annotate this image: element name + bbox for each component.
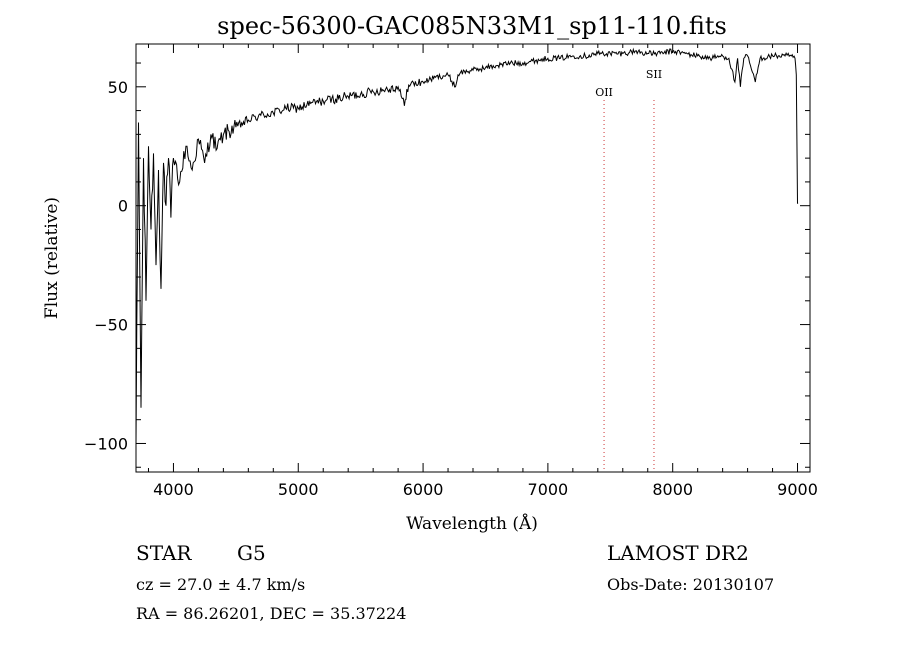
x-tick-label: 5000 xyxy=(278,480,319,499)
survey-name: LAMOST DR2 xyxy=(607,541,749,565)
x-tick-label: 9000 xyxy=(777,480,818,499)
x-tick-label: 4000 xyxy=(153,480,194,499)
x-tick-label: 8000 xyxy=(652,480,693,499)
y-tick-labels: −100 −50 0 50 xyxy=(84,78,128,454)
chart-title: spec-56300-GAC085N33M1_sp11-110.fits xyxy=(217,12,727,40)
y-axis-label: Flux (relative) xyxy=(42,197,62,319)
y-tick-label: 0 xyxy=(118,197,128,216)
x-tick-labels: 4000 5000 6000 7000 8000 9000 xyxy=(153,480,818,499)
coordinates: RA = 86.26201, DEC = 35.37224 xyxy=(136,604,407,623)
x-axis-label: Wavelength (Å) xyxy=(406,513,538,534)
axis-ticks xyxy=(136,44,810,472)
x-tick-label: 6000 xyxy=(403,480,444,499)
observation-date: Obs-Date: 20130107 xyxy=(607,575,775,594)
y-tick-label: −100 xyxy=(84,434,128,453)
spectrum-line xyxy=(135,47,799,444)
annotation-label: OII xyxy=(595,86,613,99)
redshift-velocity: cz = 27.0 ± 4.7 km/s xyxy=(136,575,306,594)
line-annotations: OII SII xyxy=(595,68,662,472)
y-tick-label: −50 xyxy=(94,316,128,335)
annotation-label: SII xyxy=(646,68,662,81)
plot-frame xyxy=(135,43,811,473)
spectral-subclass: G5 xyxy=(237,541,266,565)
x-tick-label: 7000 xyxy=(528,480,569,499)
object-class: STAR xyxy=(136,541,192,565)
y-tick-label: 50 xyxy=(108,78,128,97)
